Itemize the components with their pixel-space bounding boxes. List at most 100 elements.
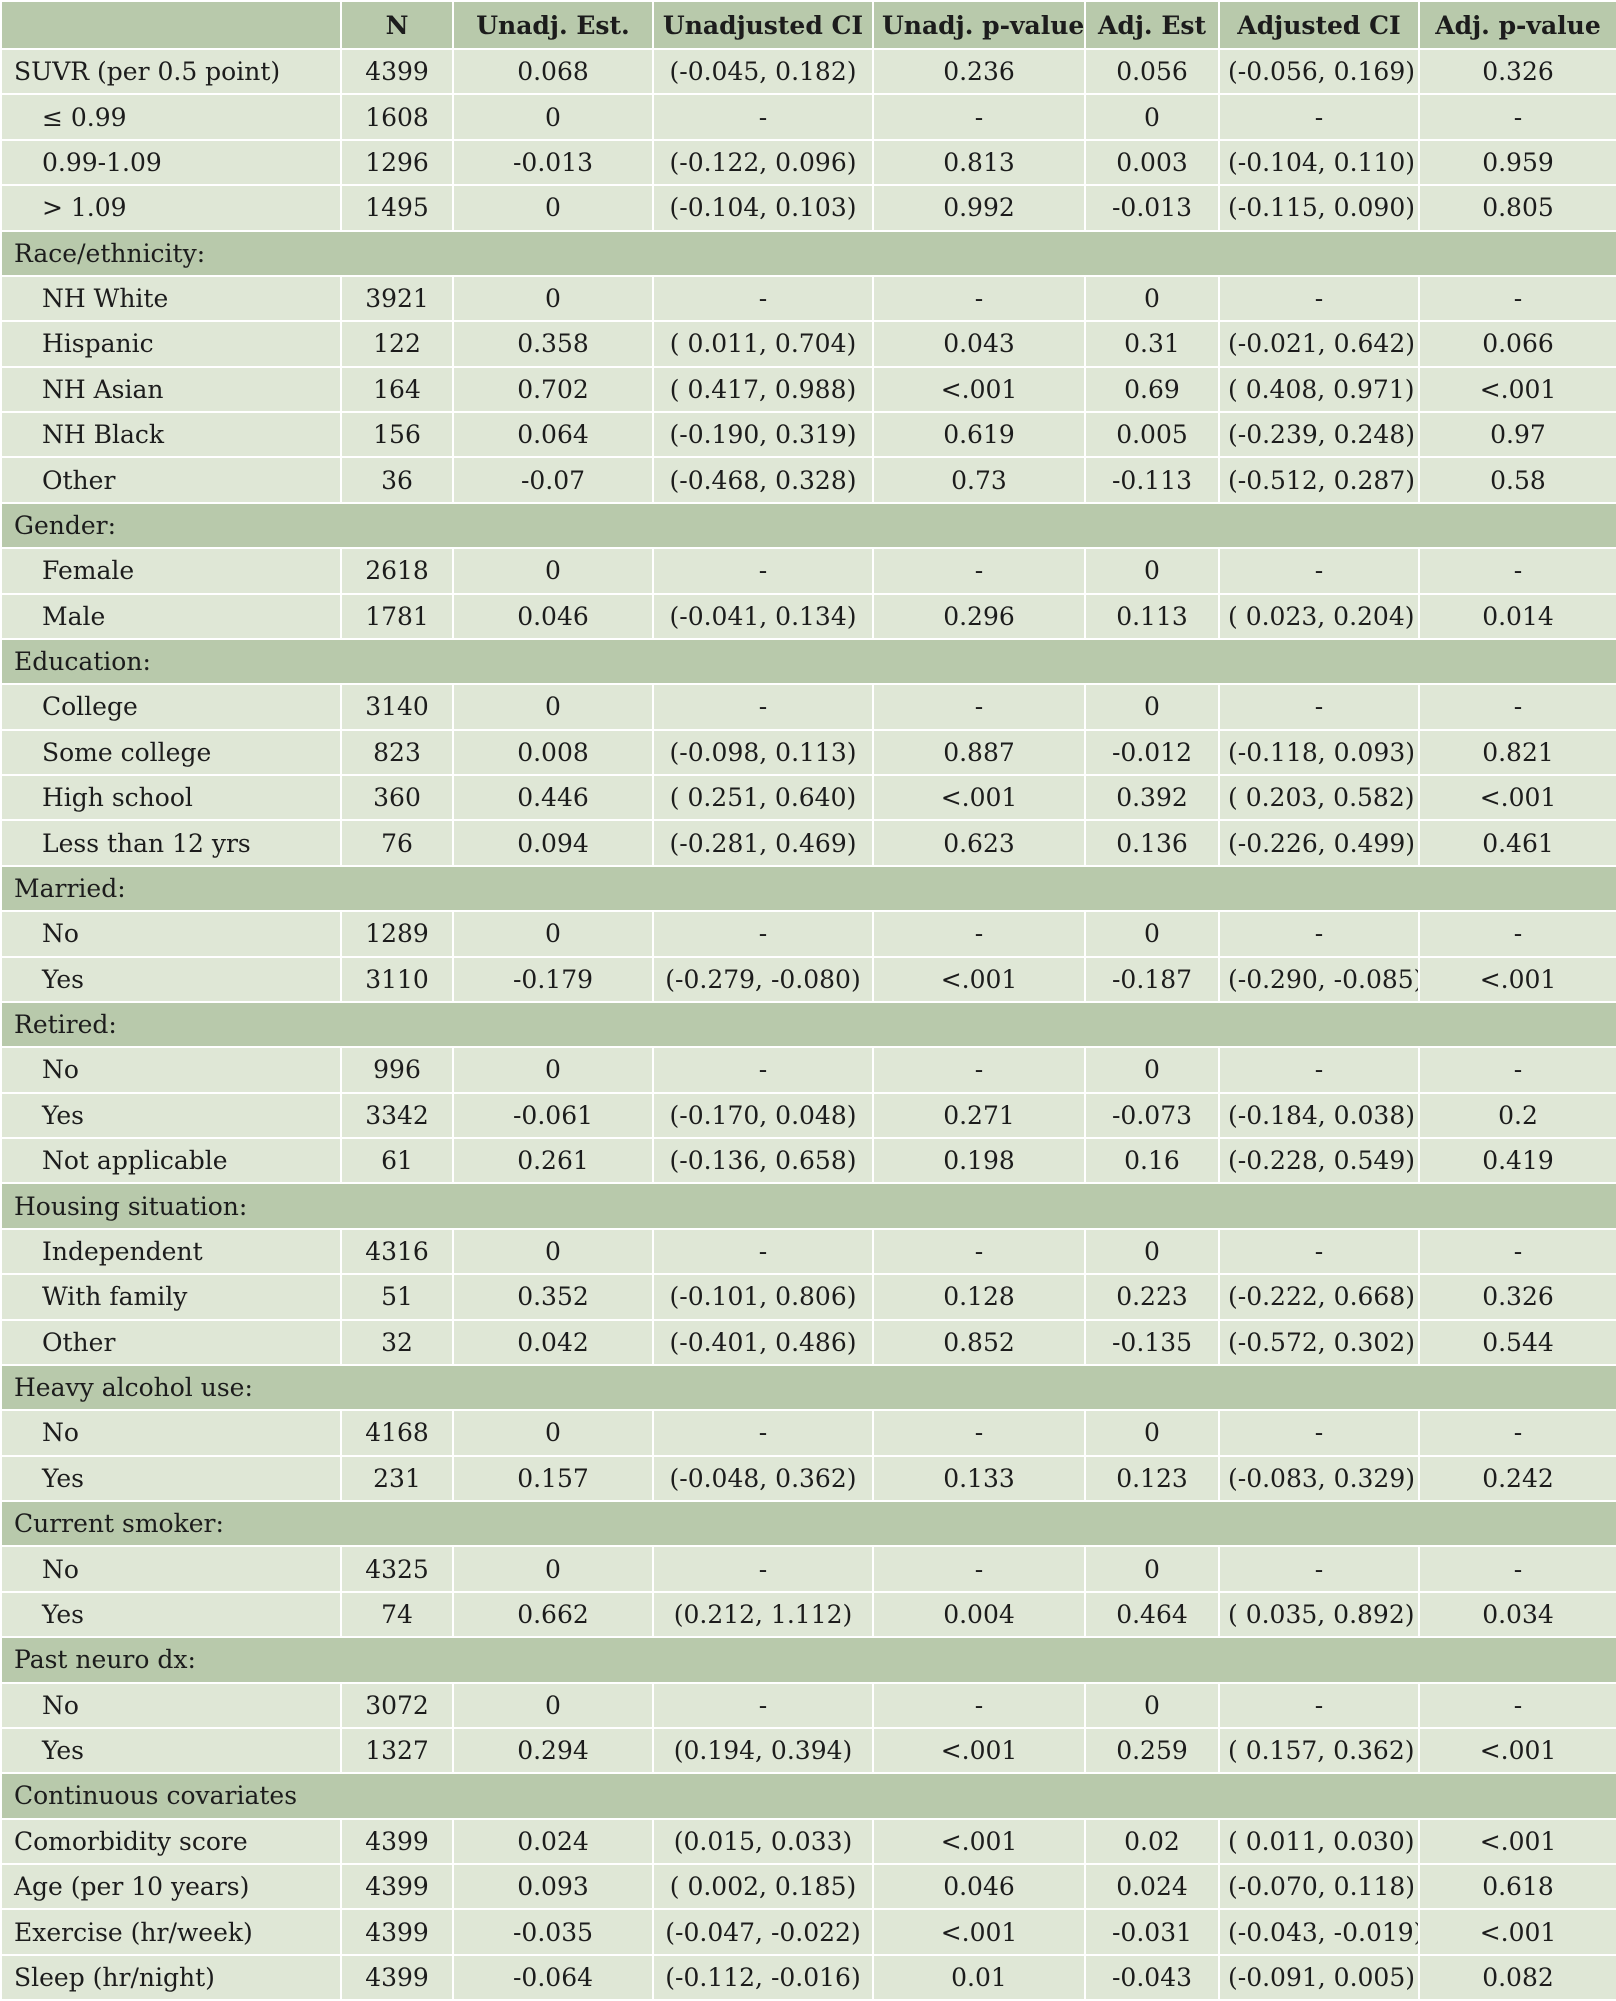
header-unadjusted-ci: Unadjusted CI: [652, 0, 874, 50]
unadj-est-cell: 0.046: [452, 592, 654, 640]
section-label: Current smoker:: [0, 1499, 1616, 1548]
table-row: Yes 231 0.157 (-0.048, 0.362) 0.133 0.123 (-0.…: [0, 1454, 1616, 1503]
n-cell: 3342: [340, 1091, 454, 1140]
row-label: Yes: [0, 1590, 342, 1639]
section-label: Retired:: [0, 1000, 1616, 1049]
adj-est-cell: 0.005: [1084, 410, 1220, 459]
adj-ci-cell: ( 0.203, 0.582): [1218, 773, 1420, 822]
adj-est-cell: 0.223: [1084, 1273, 1220, 1321]
unadj-ci-cell: -: [652, 1046, 874, 1094]
unadj-ci-cell: ( 0.011, 0.704): [652, 320, 874, 368]
adj-est-cell: -0.031: [1084, 1908, 1220, 1956]
n-cell: 156: [340, 410, 454, 459]
adj-p-cell: <.001: [1418, 955, 1616, 1003]
adj-est-cell: 0.123: [1084, 1454, 1220, 1503]
table-row: No 996 0- -0- -: [0, 1046, 1616, 1094]
unadj-p-cell: 0.043: [872, 320, 1086, 368]
unadj-est-cell: 0.446: [452, 773, 654, 822]
table-row: NH White 3921 0- -0- -: [0, 274, 1616, 323]
unadj-est-cell: -0.064: [452, 1953, 654, 2001]
unadj-ci-cell: ( 0.251, 0.640): [652, 773, 874, 822]
n-cell: 3921: [340, 274, 454, 323]
adj-ci-cell: (-0.226, 0.499): [1218, 819, 1420, 867]
unadj-ci-cell: (-0.279, -0.080): [652, 955, 874, 1003]
unadj-p-cell: 0.133: [872, 1454, 1086, 1503]
unadj-p-cell: <.001: [872, 1817, 1086, 1866]
table-row: Yes 3110 -0.179 (-0.279, -0.080) <.001 -0.187…: [0, 955, 1616, 1003]
adj-p-cell: 0.461: [1418, 819, 1616, 867]
unadj-p-cell: 0.296: [872, 592, 1086, 640]
row-label: NH Asian: [0, 365, 342, 414]
unadj-est-cell: 0.093: [452, 1862, 654, 1911]
adj-p-cell: 0.082: [1418, 1953, 1616, 2001]
n-cell: 4399: [340, 1908, 454, 1956]
adj-est-cell: 0.024: [1084, 1862, 1220, 1911]
adj-est-cell: 0: [1084, 93, 1220, 141]
unadj-est-cell: 0: [452, 1545, 654, 1593]
header-adj-p-value: Adj. p-value: [1418, 0, 1616, 50]
adj-ci-cell: -: [1218, 910, 1420, 958]
row-label: Female: [0, 547, 342, 595]
adj-p-cell: 0.242: [1418, 1454, 1616, 1503]
unadj-p-cell: -: [872, 547, 1086, 595]
unadj-est-cell: 0.042: [452, 1318, 654, 1366]
adj-p-cell: 0.014: [1418, 592, 1616, 640]
unadj-p-cell: 0.852: [872, 1318, 1086, 1366]
unadj-est-cell: 0.662: [452, 1590, 654, 1639]
adj-p-cell: 0.2: [1418, 1091, 1616, 1140]
unadj-ci-cell: (-0.170, 0.048): [652, 1091, 874, 1140]
unadj-p-cell: 0.992: [872, 184, 1086, 232]
adj-est-cell: -0.013: [1084, 184, 1220, 232]
adj-ci-cell: (-0.115, 0.090): [1218, 184, 1420, 232]
row-label: Yes: [0, 1726, 342, 1775]
row-label: No: [0, 910, 342, 958]
adj-ci-cell: ( 0.023, 0.204): [1218, 592, 1420, 640]
table-row: NH Black 156 0.064 (-0.190, 0.319) 0.619 0.00…: [0, 410, 1616, 459]
row-label: Male: [0, 592, 342, 640]
adj-ci-cell: (-0.572, 0.302): [1218, 1318, 1420, 1366]
table-row: Other 36 -0.07 (-0.468, 0.328) 0.73 -0.113 (-0…: [0, 456, 1616, 504]
row-label: Other: [0, 456, 342, 504]
n-cell: 231: [340, 1454, 454, 1503]
adj-est-cell: -0.187: [1084, 955, 1220, 1003]
adj-ci-cell: ( 0.035, 0.892): [1218, 1590, 1420, 1639]
unadj-est-cell: 0.008: [452, 728, 654, 777]
section-header-row: Education:: [0, 637, 1616, 686]
n-cell: 164: [340, 365, 454, 414]
unadj-p-cell: -: [872, 1046, 1086, 1094]
n-cell: 4399: [340, 1862, 454, 1911]
section-header-row: Gender:: [0, 501, 1616, 550]
table-row: ≤ 0.99 1608 0- -0- -: [0, 93, 1616, 141]
adj-est-cell: 0: [1084, 1681, 1220, 1729]
table-row: Other 32 0.042 (-0.401, 0.486) 0.852 -0.135 (-…: [0, 1318, 1616, 1366]
unadj-ci-cell: (-0.122, 0.096): [652, 138, 874, 187]
row-label: ≤ 0.99: [0, 93, 342, 141]
table-row: No 3072 0- -0- -: [0, 1681, 1616, 1729]
adj-p-cell: -: [1418, 1545, 1616, 1593]
adj-ci-cell: (-0.228, 0.549): [1218, 1136, 1420, 1185]
unadj-est-cell: 0: [452, 683, 654, 731]
n-cell: 32: [340, 1318, 454, 1366]
adj-p-cell: -: [1418, 1046, 1616, 1094]
unadj-ci-cell: (-0.047, -0.022): [652, 1908, 874, 1956]
adj-p-cell: <.001: [1418, 365, 1616, 414]
unadj-p-cell: <.001: [872, 773, 1086, 822]
unadj-ci-cell: -: [652, 547, 874, 595]
adj-ci-cell: (-0.118, 0.093): [1218, 728, 1420, 777]
table-row: Age (per 10 years) 4399 0.093( 0.002, 0.18…: [0, 1862, 1616, 1911]
adj-p-cell: -: [1418, 1409, 1616, 1457]
table-row: SUVR (per 0.5 point) 4399 0.068 (-0.045, 0.…: [0, 47, 1616, 96]
header-n: N: [340, 0, 454, 50]
unadj-est-cell: 0.294: [452, 1726, 654, 1775]
adj-p-cell: 0.959: [1418, 138, 1616, 187]
n-cell: 61: [340, 1136, 454, 1185]
unadj-ci-cell: (-0.041, 0.134): [652, 592, 874, 640]
unadj-est-cell: -0.061: [452, 1091, 654, 1140]
section-label: Education:: [0, 637, 1616, 686]
unadj-ci-cell: -: [652, 1545, 874, 1593]
row-label: Yes: [0, 955, 342, 1003]
row-label: Some college: [0, 728, 342, 777]
adj-ci-cell: (-0.056, 0.169): [1218, 47, 1420, 96]
section-header-row: Current smoker:: [0, 1499, 1616, 1548]
